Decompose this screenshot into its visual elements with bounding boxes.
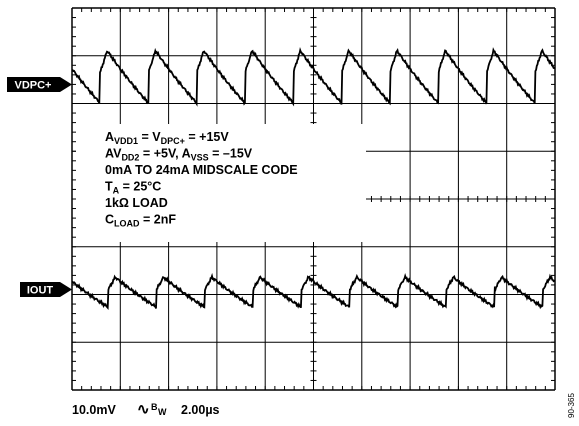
- text-part: = +5V, A: [139, 147, 190, 161]
- subscript: VDD1: [114, 136, 138, 146]
- waveform: [71, 46, 556, 107]
- subscript: DPC+: [161, 136, 185, 146]
- text-part: = –15V: [209, 147, 253, 161]
- condition-line: 1kΩ LOAD: [105, 196, 168, 210]
- text-part: C: [105, 213, 114, 227]
- grid: [71, 7, 556, 391]
- channel1-arrow: [60, 77, 72, 92]
- text-part: AV: [105, 147, 122, 161]
- bw-label: B: [151, 402, 158, 412]
- text-part: = +15V: [185, 130, 229, 144]
- subscript: VSS: [191, 153, 209, 163]
- waveforms: [71, 46, 556, 310]
- condition-line: CLOAD = 2nF: [105, 213, 176, 229]
- subscript: A: [113, 186, 120, 196]
- condition-line: 0mA TO 24mA MIDSCALE CODE: [105, 163, 298, 177]
- subscript: LOAD: [114, 219, 140, 229]
- text-part: = V: [138, 130, 161, 144]
- bw-sub: W: [158, 407, 167, 417]
- channel2-label: IOUT: [27, 285, 54, 297]
- text-part: = 2nF: [140, 213, 177, 227]
- figure-id: 90-365: [567, 393, 576, 418]
- waveform: [71, 272, 556, 310]
- timebase-label: 2.00µs: [181, 403, 220, 417]
- channel1-label: VDPC+: [15, 80, 52, 92]
- text-part: = 25°C: [119, 180, 161, 194]
- condition-line: TA = 25°C: [105, 180, 161, 196]
- text-backdrop: [76, 124, 366, 242]
- condition-line: AVDD1 = VDPC+ = +15V: [105, 130, 229, 146]
- bw-symbol: ∿: [137, 401, 150, 418]
- text-part: 1kΩ LOAD: [105, 196, 168, 210]
- channel2-arrow: [60, 282, 72, 297]
- scale-label: 10.0mV: [72, 403, 116, 417]
- channel2-marker: [20, 282, 60, 297]
- text-part: T: [105, 180, 113, 194]
- text-part: A: [105, 130, 114, 144]
- text-part: 0mA TO 24mA MIDSCALE CODE: [105, 163, 298, 177]
- channel1-marker: [7, 77, 60, 92]
- subscript: DD2: [121, 153, 139, 163]
- condition-line: AVDD2 = +5V, AVSS = –15V: [105, 147, 253, 163]
